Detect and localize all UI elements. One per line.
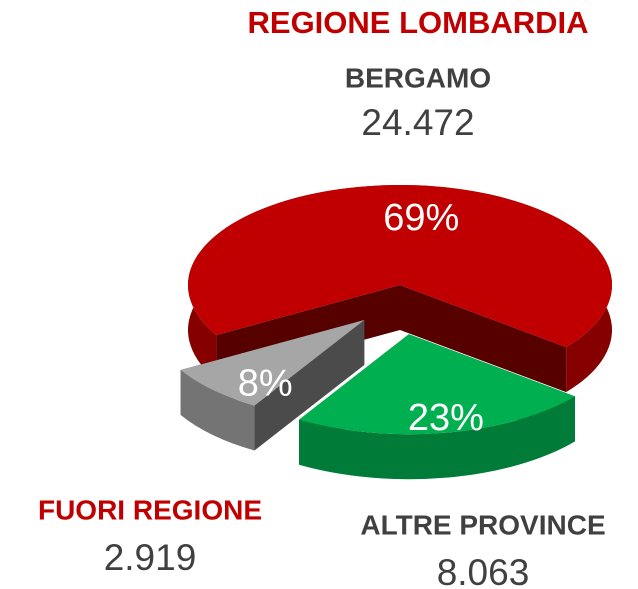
slice-wall	[180, 369, 255, 451]
value-label: 23%	[408, 397, 484, 439]
slice-top	[188, 185, 613, 348]
count-label: 8.063	[437, 552, 530, 589]
category-label: ALTRE PROVINCE	[360, 509, 605, 540]
count-label: 2.919	[104, 537, 197, 578]
chart-title: REGIONE LOMBARDIA	[248, 5, 589, 40]
count-label: 24.472	[361, 102, 474, 143]
slice-wall	[299, 396, 575, 480]
slice-top	[299, 334, 575, 435]
slice	[299, 334, 575, 480]
value-label: 69%	[383, 197, 459, 239]
slice	[180, 319, 365, 451]
category-label: BERGAMO	[345, 62, 491, 93]
slice-top	[180, 319, 365, 406]
category-label: FUORI REGIONE	[38, 494, 262, 525]
slice-side	[400, 285, 567, 393]
value-label: 8%	[238, 362, 293, 404]
